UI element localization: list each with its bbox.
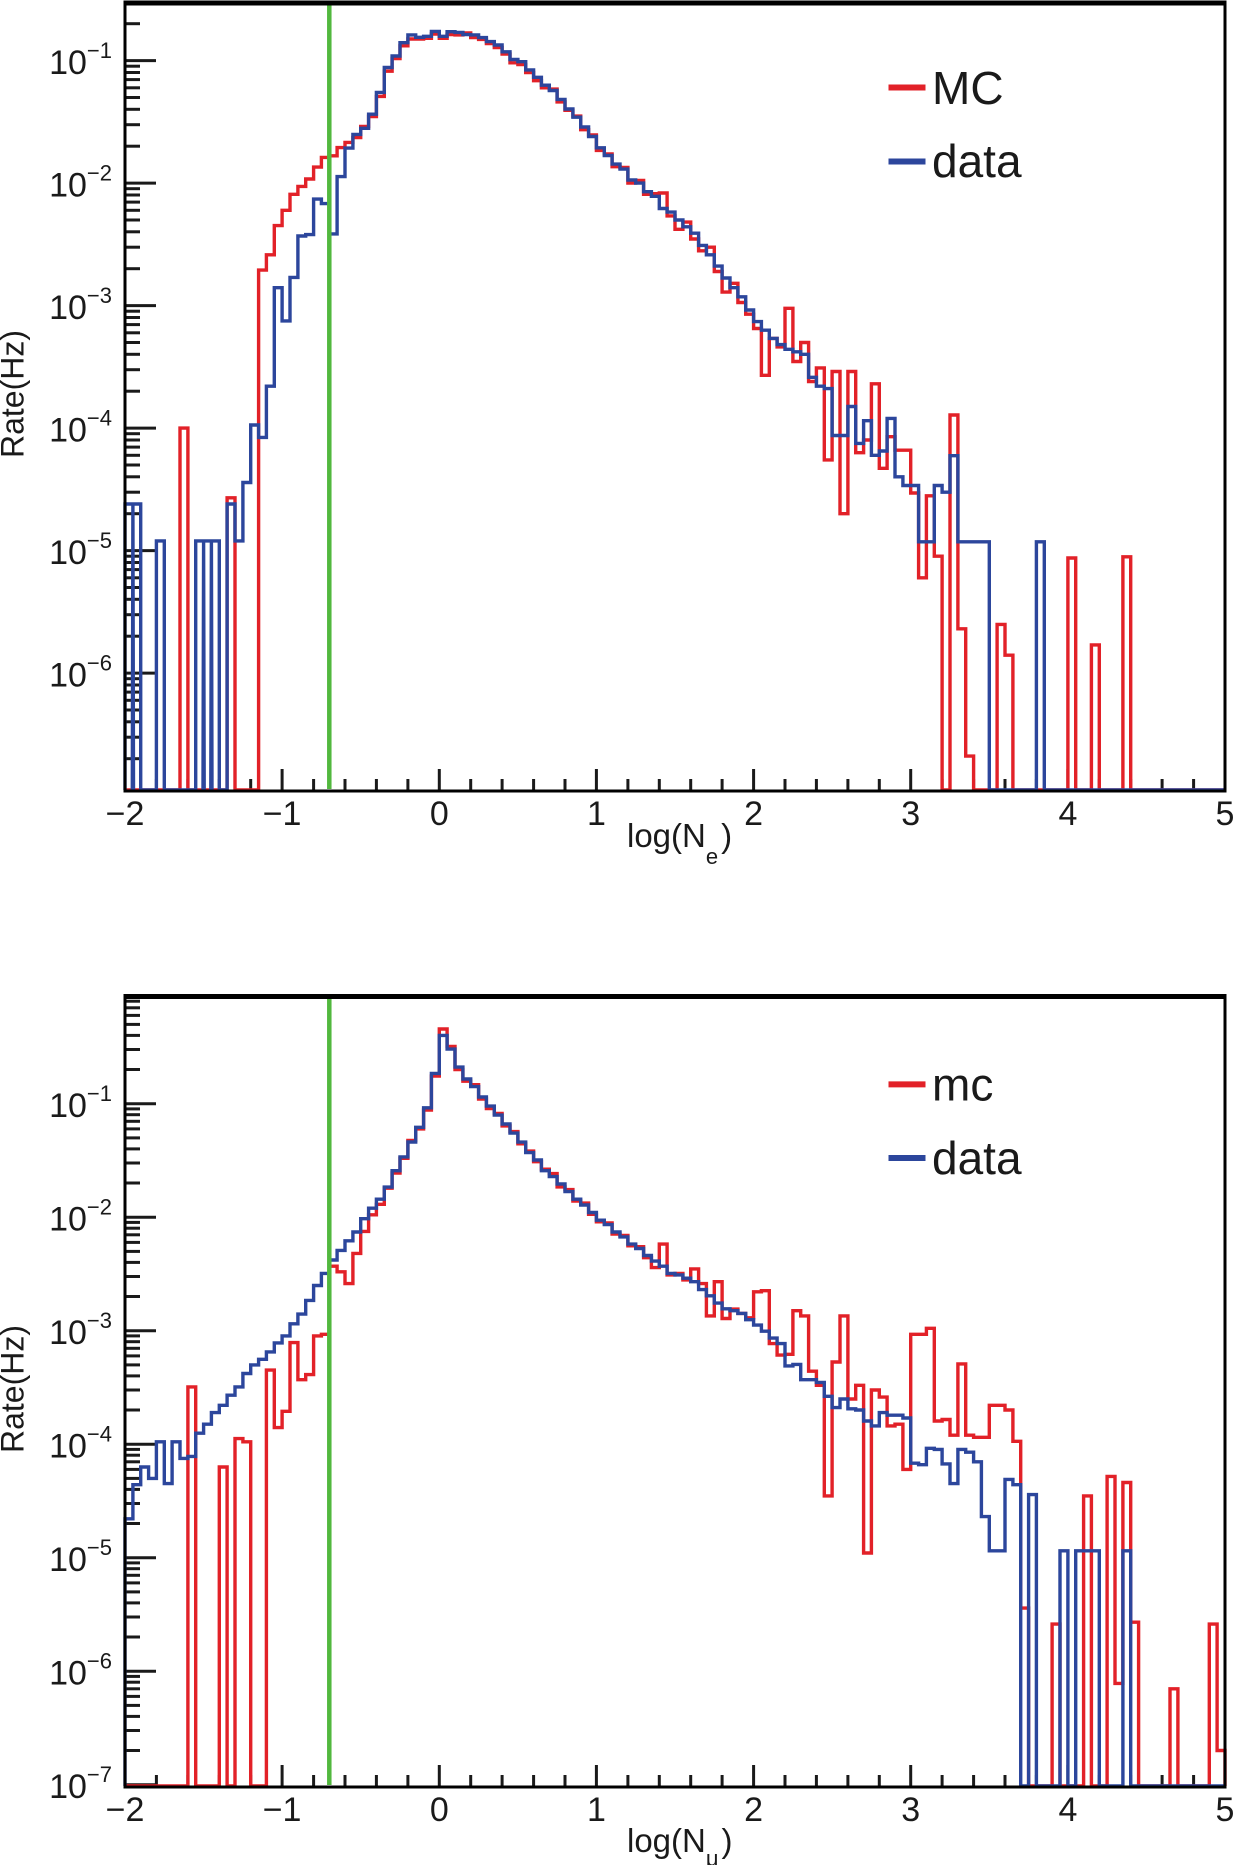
svg-text:−1: −1 [263, 1791, 302, 1829]
svg-text:1: 1 [587, 795, 606, 833]
svg-text:−2: −2 [106, 795, 145, 833]
svg-text:10−2: 10−2 [49, 1195, 112, 1239]
svg-text:Rate(Hz): Rate(Hz) [0, 1325, 31, 1453]
svg-text:5: 5 [1216, 1791, 1233, 1829]
svg-text:data: data [932, 135, 1022, 187]
svg-text:−1: −1 [263, 795, 302, 833]
svg-text:Rate(Hz): Rate(Hz) [0, 330, 31, 458]
svg-text:10−6: 10−6 [49, 651, 112, 695]
svg-text:3: 3 [901, 1791, 920, 1829]
svg-text:−2: −2 [106, 1791, 145, 1829]
svg-text:2: 2 [744, 795, 763, 833]
svg-text:data: data [932, 1132, 1022, 1184]
svg-text:1: 1 [587, 1791, 606, 1829]
svg-text:5: 5 [1216, 795, 1233, 833]
svg-text:4: 4 [1058, 1791, 1077, 1829]
svg-text:0: 0 [430, 1791, 449, 1829]
svg-text:mc: mc [932, 1059, 993, 1111]
svg-text:10−4: 10−4 [49, 406, 112, 450]
svg-text:2: 2 [744, 1791, 763, 1829]
svg-text:3: 3 [901, 795, 920, 833]
svg-text:4: 4 [1058, 795, 1077, 833]
svg-text:0: 0 [430, 795, 449, 833]
svg-text:MC: MC [932, 62, 1004, 114]
svg-text:10−6: 10−6 [49, 1649, 112, 1693]
svg-text:10−1: 10−1 [49, 38, 112, 82]
